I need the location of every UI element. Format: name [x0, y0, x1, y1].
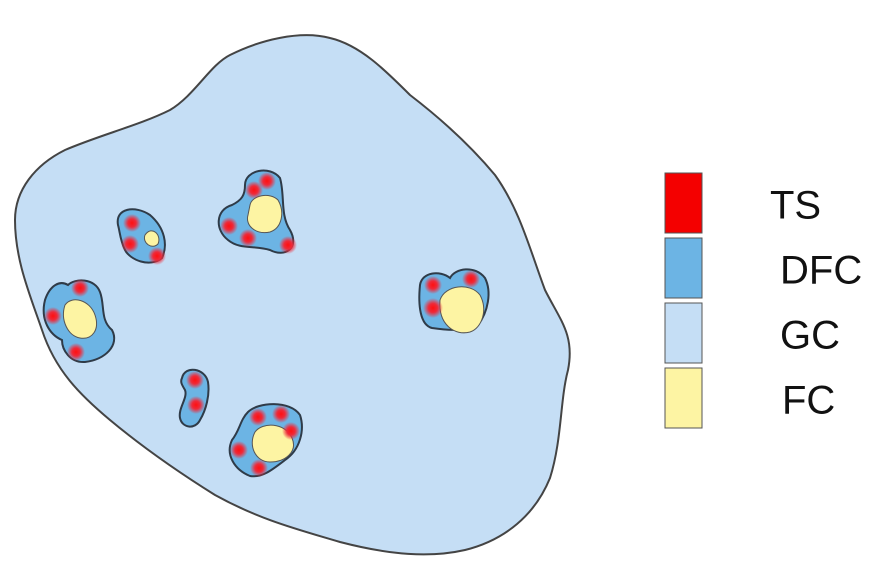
ts-dot — [187, 396, 205, 414]
legend: TS DFC GC FC — [665, 173, 862, 428]
legend-label: TS — [770, 184, 821, 228]
ts-dot — [148, 247, 166, 265]
ts-dot — [245, 181, 263, 199]
ts-dot — [239, 229, 257, 247]
ts-dot — [249, 408, 267, 426]
legend-label: FC — [782, 379, 835, 423]
ts-dot — [71, 279, 89, 297]
legend-swatch — [665, 173, 702, 233]
legend-swatch — [665, 303, 702, 363]
ts-dot — [462, 270, 480, 288]
ts-dot — [250, 459, 268, 477]
ts-dot — [279, 236, 297, 254]
ts-dot — [220, 217, 238, 235]
ts-dot — [67, 343, 85, 361]
ts-dot — [423, 298, 443, 318]
ts-dot — [186, 371, 204, 389]
ts-dot — [282, 422, 300, 440]
fc-region — [247, 195, 281, 232]
ts-dot — [123, 214, 141, 232]
legend-swatch — [665, 238, 702, 298]
ts-dot — [121, 235, 139, 253]
legend-swatch — [665, 368, 702, 428]
ts-dot — [44, 307, 62, 325]
legend-label: GC — [780, 314, 840, 358]
ts-dot — [230, 441, 248, 459]
legend-label: DFC — [780, 249, 862, 293]
ts-dot — [424, 276, 442, 294]
diagram: TS DFC GC FC — [0, 0, 888, 586]
ts-dot — [272, 405, 290, 423]
fc-region — [144, 231, 158, 246]
